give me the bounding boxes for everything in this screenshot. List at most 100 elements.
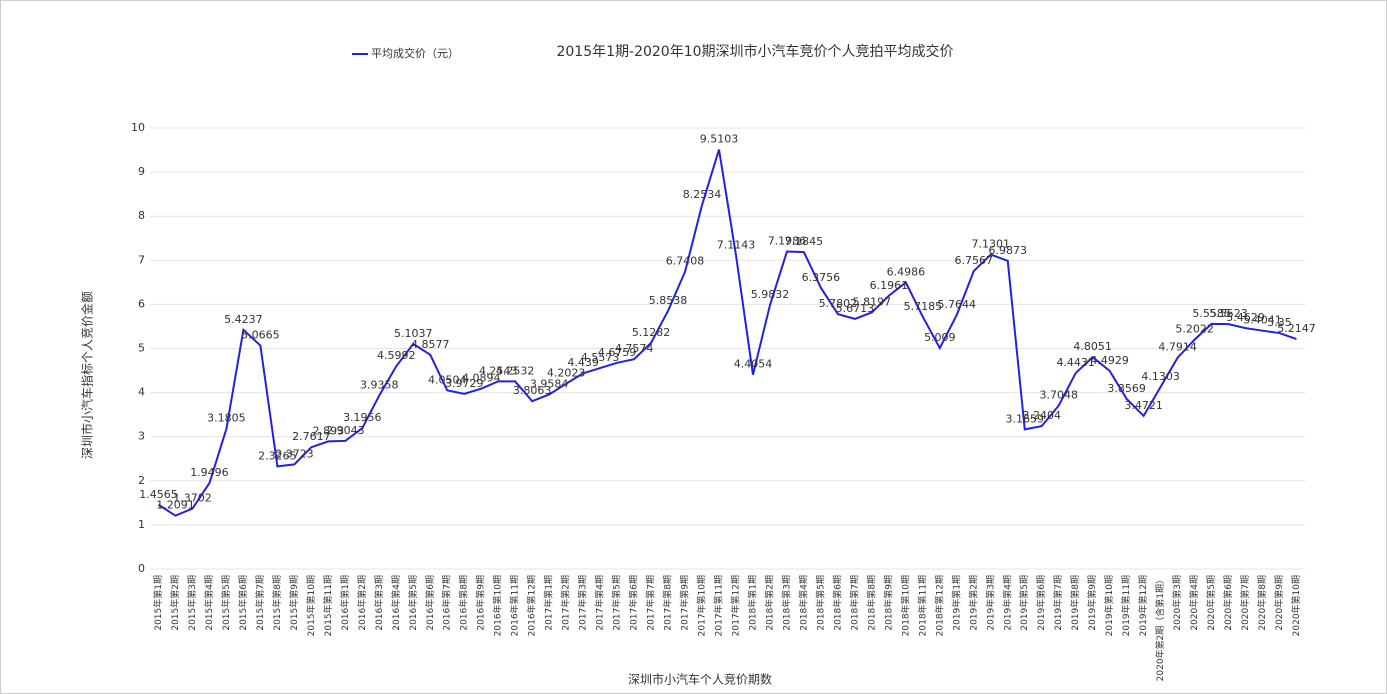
x-tick-label: 2015年第10期: [305, 575, 317, 636]
data-label: 5.5523: [1209, 307, 1248, 320]
x-tick-label: 2019年第11期: [1120, 575, 1132, 636]
data-label: 5.6713: [836, 302, 875, 315]
data-label: 4.7914: [1158, 341, 1197, 354]
x-tick-label: 2019年第6期: [1035, 575, 1047, 631]
y-tick-label: 5: [138, 342, 145, 355]
x-tick-label: 2017年第12期: [729, 575, 741, 636]
x-tick-label: 2016年第1期: [339, 575, 351, 631]
data-label: 5.009: [924, 331, 956, 344]
x-tick-label: 2016年第2期: [356, 575, 368, 631]
x-tick-label: 2018年第11期: [916, 575, 928, 636]
y-tick-label: 10: [131, 121, 145, 134]
x-tick-label: 2020年第7期: [1239, 575, 1251, 631]
y-tick-label: 8: [138, 209, 145, 222]
x-tick-label: 2015年第1期: [152, 575, 164, 631]
chart-title: 2015年1期-2020年10期深圳市小汽车竞价个人竞拍平均成交价: [556, 43, 953, 60]
y-tick-label: 4: [138, 386, 145, 399]
data-label: 4.5573: [581, 351, 620, 364]
data-label: 7.1143: [717, 238, 756, 251]
x-tick-label: 2017年第8期: [662, 575, 674, 631]
x-tick-label: 2017年第7期: [645, 575, 657, 631]
x-tick-label: 2017年第6期: [628, 575, 640, 631]
data-label: 3.1956: [343, 411, 382, 424]
x-tick-label: 2018年第9期: [882, 575, 894, 631]
data-label: 4.4431: [1056, 356, 1095, 369]
x-axis-title: 深圳市小汽车个人竞价期数: [628, 672, 772, 687]
data-label: 3.1659: [1005, 412, 1044, 425]
x-tick-label: 2018年第1期: [746, 575, 758, 631]
data-label: 8.2534: [683, 188, 722, 201]
x-tick-label: 2020年第5期: [1205, 575, 1217, 631]
x-tick-label: 2020年第9期: [1273, 575, 1285, 631]
data-label: 1.4565: [139, 488, 178, 501]
data-label: 4.8051: [1073, 340, 1112, 353]
data-label: 2.9043: [326, 424, 365, 437]
data-label: 4.0894: [462, 372, 501, 385]
x-tick-label: 2015年第11期: [322, 575, 334, 636]
x-tick-label: 2017年第4期: [594, 575, 606, 631]
x-tick-label: 2020年第8期: [1256, 575, 1268, 631]
x-tick-label: 2017年第11期: [713, 575, 725, 636]
data-label: 4.8577: [411, 338, 450, 351]
y-tick-label: 6: [138, 297, 145, 310]
data-label: 5.1282: [632, 326, 671, 339]
data-label: 4.2023: [547, 367, 586, 380]
x-tick-label: 2018年第8期: [865, 575, 877, 631]
data-label: 3.9729: [445, 377, 484, 390]
x-tick-label: 2020年第10期: [1290, 575, 1302, 636]
data-label: 3.2404: [1022, 409, 1061, 422]
data-label: 2.3723: [275, 447, 314, 460]
data-label: 1.3702: [173, 492, 212, 505]
data-label: 6.9873: [989, 244, 1028, 257]
x-tick-label: 2016年第6期: [424, 575, 436, 631]
x-tick-label: 2017年第10期: [696, 575, 708, 636]
x-tick-label: 2016年第11期: [509, 575, 521, 636]
y-tick-label: 7: [138, 253, 145, 266]
x-tick-label: 2019年第10期: [1103, 575, 1115, 636]
x-tick-label: 2016年第10期: [492, 575, 504, 636]
data-label: 2.7617: [292, 430, 331, 443]
data-label: 3.8569: [1107, 382, 1146, 395]
data-label: 5.4237: [224, 313, 263, 326]
x-tick-label: 2015年第8期: [271, 575, 283, 631]
data-label: 3.9584: [530, 377, 569, 390]
data-label: 1.9496: [190, 466, 229, 479]
x-tick-label: 2016年第7期: [441, 575, 453, 631]
data-label: 5.8197: [853, 295, 892, 308]
y-axis-title: 深圳市小汽车指标个人竞价金额: [80, 291, 95, 459]
x-tick-label: 2019年第7期: [1052, 575, 1064, 631]
data-label: 1.2091: [156, 499, 195, 512]
x-tick-label: 2019年第3期: [984, 575, 996, 631]
data-label: 5.4629: [1226, 311, 1265, 324]
x-tick-label: 2018年第5期: [814, 575, 826, 631]
data-label: 7.1301: [972, 238, 1011, 251]
data-label: 7.1986: [768, 235, 807, 248]
y-tick-label: 1: [138, 518, 145, 531]
y-tick-label: 3: [138, 430, 145, 443]
x-tick-label: 2019年第12期: [1137, 575, 1149, 636]
x-tick-label: 2018年第4期: [797, 575, 809, 631]
data-label: 2.893: [313, 424, 345, 437]
x-tick-label: 2017年第1期: [543, 575, 555, 631]
x-tick-label: 2018年第12期: [933, 575, 945, 636]
x-tick-label: 2015年第4期: [203, 575, 215, 631]
x-tick-label: 2017年第9期: [679, 575, 691, 631]
x-tick-label: 2018年第7期: [848, 575, 860, 631]
x-tick-label: 2016年第4期: [390, 575, 402, 631]
x-tick-label: 2015年第7期: [254, 575, 266, 631]
x-tick-label: 2018年第3期: [780, 575, 792, 631]
data-label: 5.5585: [1192, 307, 1231, 320]
y-tick-label: 9: [138, 165, 145, 178]
data-label: 5.7185: [904, 300, 943, 313]
data-label: 5.2022: [1175, 323, 1214, 336]
data-label: 2.3265: [258, 449, 297, 462]
x-tick-label: 2016年第9期: [475, 575, 487, 631]
data-label: 5.2147: [1277, 322, 1316, 335]
x-tick-label: 2016年第8期: [458, 575, 470, 631]
data-label: 3.8063: [513, 384, 552, 397]
data-label: 4.439: [567, 356, 599, 369]
data-label: 6.3756: [802, 271, 841, 284]
x-tick-label: 2020年第2期（含第1期）: [1154, 575, 1166, 681]
data-label: 4.4054: [734, 358, 773, 371]
